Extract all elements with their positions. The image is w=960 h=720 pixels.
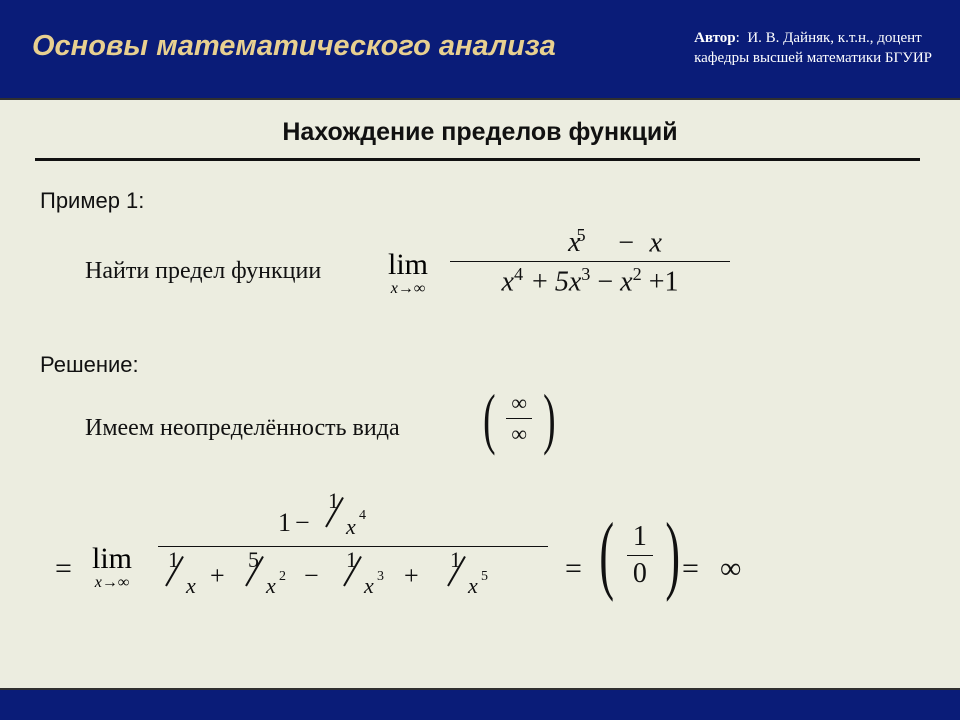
section-divider (35, 158, 920, 161)
result-den: 0 (627, 558, 653, 590)
formula1-fraction: x5 − x x4 + 5x3 − x2 +1 (450, 225, 730, 299)
indeterminate-label: Имеем неопределённость вида (85, 415, 400, 442)
author-line2: кафедры высшей математики БГУИР (694, 50, 932, 66)
solution-label: Решение: (40, 352, 139, 378)
find-limit-label: Найти предел функции (85, 258, 321, 285)
inf-bot: ∞ (506, 421, 532, 447)
formula1-den: x4 + 5x3 − x2 +1 (450, 264, 730, 298)
inf-top: ∞ (506, 390, 532, 416)
example-label: Пример 1: (40, 188, 144, 214)
slide: Основы математического анализа Автор: И.… (0, 0, 960, 720)
eq-sign-2: = (565, 552, 582, 586)
footer-bar (0, 688, 960, 720)
lim-word: lim (388, 248, 428, 281)
lim2-word: lim (92, 542, 132, 575)
result-num: 1 (627, 521, 653, 553)
author-name: И. В. Дайняк, к.т.н., доцент (747, 30, 921, 46)
indeterminate-form: ( ∞ ∞ ) (478, 388, 560, 448)
author-label: Автор (694, 30, 736, 46)
section-title: Нахождение пределов функций (0, 118, 960, 147)
lim-sub: x→∞ (388, 280, 428, 298)
formula1-num: x5 − x (450, 225, 730, 259)
slide-title: Основы математического анализа (32, 30, 556, 63)
lim2-sub: x→∞ (92, 574, 132, 592)
eq-sign-3: = (682, 552, 699, 586)
final-infty: ∞ (720, 552, 741, 586)
formula1-lim: lim x→∞ (388, 248, 428, 298)
eq-sign-1: = (55, 552, 72, 586)
result-frac: ( 1 0 ) (592, 515, 688, 595)
formula2-lim: lim x→∞ (92, 542, 132, 592)
author-block: Автор: И. В. Дайняк, к.т.н., доцент кафе… (694, 28, 932, 69)
formula2-fraction: 1 − 1 x 4 1 x + 5 x 2 − 1 (158, 490, 548, 617)
